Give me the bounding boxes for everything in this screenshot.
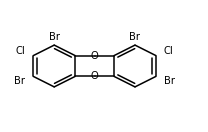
Text: O: O xyxy=(91,71,98,81)
Text: Cl: Cl xyxy=(16,46,25,56)
Text: Br: Br xyxy=(14,76,25,86)
Text: O: O xyxy=(91,51,98,61)
Text: Br: Br xyxy=(49,32,60,42)
Text: Br: Br xyxy=(164,76,175,86)
Text: Cl: Cl xyxy=(164,46,174,56)
Text: Br: Br xyxy=(130,32,140,42)
